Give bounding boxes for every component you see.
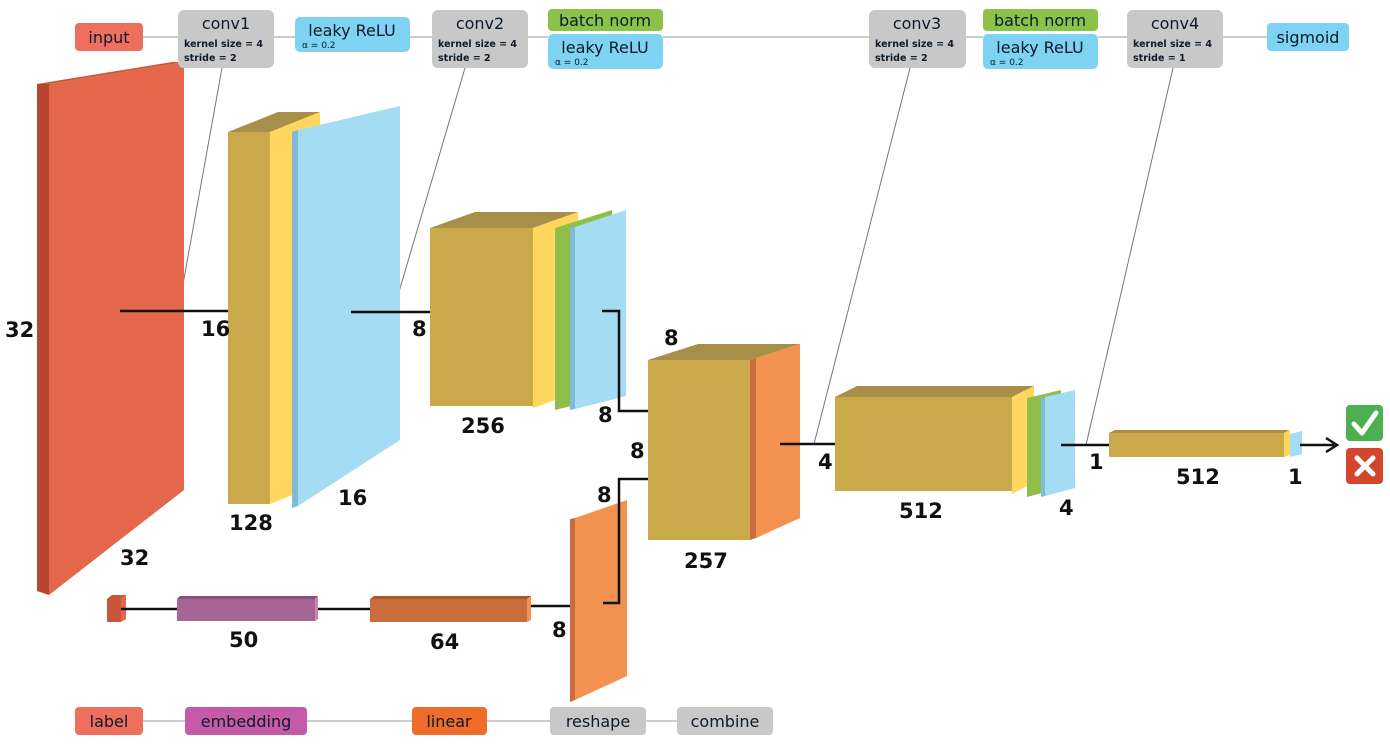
svg-text:leaky ReLU: leaky ReLU [996, 38, 1083, 57]
conv3-height-label: 4 [818, 450, 833, 474]
svg-text:stride = 2: stride = 2 [875, 53, 928, 64]
tag-reshape: reshape [550, 707, 646, 735]
svg-text:batch norm: batch norm [994, 11, 1086, 30]
tag-batch-norm3: batch norm [983, 9, 1098, 31]
input-width-label: 32 [120, 546, 149, 570]
svg-text:leaky ReLU: leaky ReLU [561, 38, 648, 57]
sigmoid-volume [1290, 431, 1302, 457]
svg-text:sigmoid: sigmoid [1277, 28, 1340, 47]
combine-height-label: 8 [630, 439, 645, 463]
input-volume [37, 62, 184, 595]
check-icon [1346, 405, 1383, 441]
svg-text:kernel size = 4: kernel size = 4 [438, 39, 517, 50]
conv3-channels-label: 512 [899, 499, 943, 523]
leaky-relu3-volume [1041, 390, 1075, 497]
conv1-height-label: 16 [201, 317, 230, 341]
conv1-width-label: 16 [338, 486, 367, 510]
tag-conv3: conv3 kernel size = 4 stride = 2 [869, 10, 966, 68]
conv4-width-label: 1 [1288, 465, 1303, 489]
combine-volume [648, 344, 800, 540]
svg-text:α = 0.2: α = 0.2 [302, 41, 336, 51]
svg-text:label: label [90, 712, 129, 731]
svg-text:stride = 2: stride = 2 [438, 53, 491, 64]
tag-conv4: conv4 kernel size = 4 stride = 1 [1127, 10, 1223, 68]
cross-icon [1346, 448, 1383, 484]
svg-text:kernel size = 4: kernel size = 4 [1133, 39, 1212, 50]
leaky-relu2-volume [570, 210, 626, 410]
tag-embedding: embedding [185, 707, 307, 735]
conv2-height-label: 8 [412, 317, 427, 341]
svg-text:conv2: conv2 [456, 14, 504, 33]
combine-channels-label: 257 [684, 549, 728, 573]
tag-label: label [75, 707, 143, 735]
conv2-channels-label: 256 [461, 414, 505, 438]
svg-text:embedding: embedding [201, 712, 291, 731]
reshape-width-label: 8 [597, 483, 612, 507]
tag-leaky-relu2: leaky ReLU α = 0.2 [548, 34, 663, 69]
reshape-to-combine-line [603, 477, 648, 605]
tag-pointer-lines [177, 67, 1174, 446]
conv4-height-label: 1 [1089, 450, 1104, 474]
svg-text:stride = 1: stride = 1 [1133, 53, 1186, 64]
tag-combine: combine [677, 707, 773, 735]
tag-conv2: conv2 kernel size = 4 stride = 2 [432, 10, 528, 68]
tag-leaky-relu3: leaky ReLU α = 0.2 [983, 34, 1098, 69]
svg-text:linear: linear [426, 712, 472, 731]
svg-text:kernel size = 4: kernel size = 4 [875, 39, 954, 50]
linear-size-label: 64 [430, 630, 459, 654]
svg-text:reshape: reshape [566, 712, 630, 731]
conv3-volume [835, 386, 1034, 494]
svg-text:combine: combine [691, 712, 760, 731]
conv3-width-label: 4 [1059, 496, 1074, 520]
reshape-height-label: 8 [552, 618, 567, 642]
tag-batch-norm2: batch norm [548, 9, 663, 31]
output-arrow [1300, 436, 1340, 454]
svg-text:leaky ReLU: leaky ReLU [308, 21, 395, 40]
svg-text:α = 0.2: α = 0.2 [990, 58, 1024, 68]
svg-text:stride = 2: stride = 2 [184, 53, 237, 64]
svg-text:α = 0.2: α = 0.2 [555, 58, 589, 68]
svg-text:conv4: conv4 [1151, 14, 1199, 33]
svg-text:input: input [88, 28, 129, 47]
tag-conv1: conv1 kernel size = 4 stride = 2 [178, 10, 274, 68]
svg-text:conv3: conv3 [893, 14, 941, 33]
svg-text:batch norm: batch norm [559, 11, 651, 30]
linear-volume [370, 596, 531, 622]
svg-text:kernel size = 4: kernel size = 4 [184, 39, 263, 50]
leaky-relu1-volume [292, 106, 400, 508]
conv4-volume [1109, 430, 1290, 457]
tag-leaky-relu1: leaky ReLU α = 0.2 [295, 17, 410, 52]
conv2-to-combine-line [602, 309, 648, 413]
tag-input: input [75, 23, 143, 51]
svg-text:conv1: conv1 [202, 14, 250, 33]
reshape-volume [570, 500, 627, 702]
conv2-width-label: 8 [598, 403, 613, 427]
combine-depth-label: 8 [664, 326, 679, 350]
conv4-channels-label: 512 [1176, 465, 1220, 489]
tag-linear: linear [412, 707, 487, 735]
input-height-label: 32 [5, 318, 34, 342]
conv1-channels-label: 128 [229, 511, 273, 535]
embedding-size-label: 50 [229, 628, 258, 652]
tag-sigmoid: sigmoid [1267, 23, 1349, 51]
embedding-volume [177, 596, 318, 621]
